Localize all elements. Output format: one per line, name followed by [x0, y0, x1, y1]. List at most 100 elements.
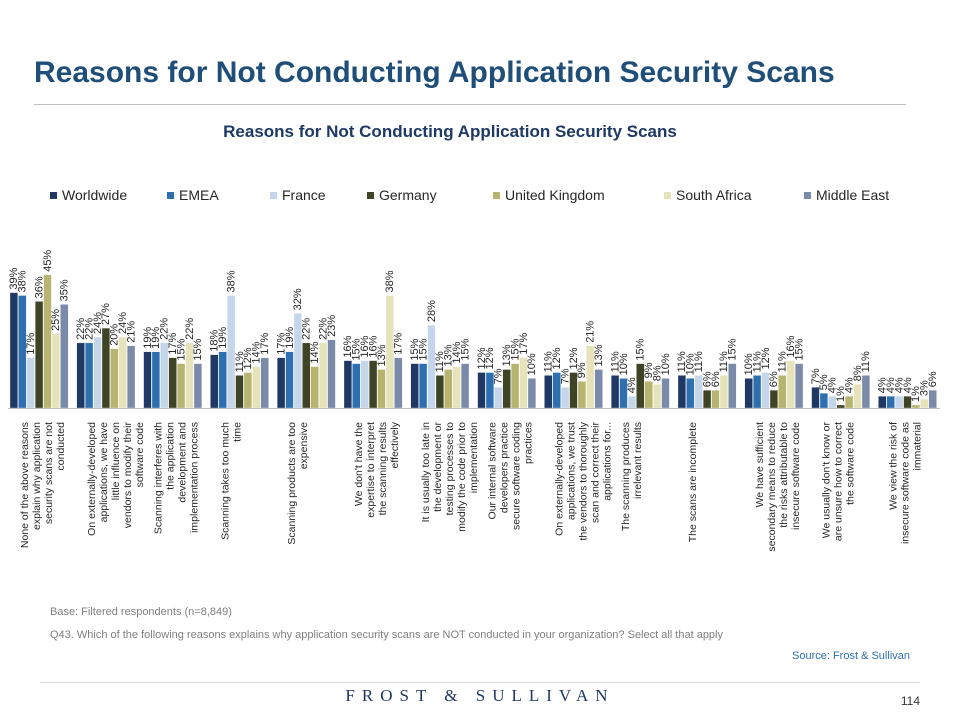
- bar: [703, 390, 712, 409]
- category-label: The scans are incomplete: [687, 422, 699, 542]
- bar: [143, 351, 152, 409]
- bar-value-label: 27%: [100, 303, 112, 325]
- bar: [118, 336, 127, 409]
- bar: [561, 387, 570, 409]
- legend-swatch: [270, 192, 277, 199]
- legend-swatch: [167, 192, 174, 199]
- bar-value-label: 22%: [75, 318, 87, 340]
- bar-value-label: 7%: [559, 368, 571, 384]
- bar: [711, 390, 720, 409]
- title-divider: [34, 104, 906, 105]
- category-label: We view the risk ofinsecure software cod…: [887, 422, 923, 544]
- bar-value-label: 4%: [827, 377, 839, 393]
- bar-value-label: 38%: [17, 270, 29, 292]
- bar: [878, 396, 887, 409]
- bar: [677, 375, 686, 409]
- bar: [452, 366, 461, 409]
- bar-value-label: 15%: [409, 338, 421, 360]
- bar-value-label: 15%: [192, 338, 204, 360]
- bar-value-label: 17%: [25, 332, 37, 354]
- bar-value-label: 16%: [367, 335, 379, 357]
- bar: [235, 375, 244, 409]
- bar-value-label: 20%: [109, 324, 121, 346]
- bar: [477, 372, 486, 409]
- bar-value-label: 19%: [284, 327, 296, 349]
- bar-value-label: 39%: [8, 267, 20, 289]
- bar: [343, 360, 352, 409]
- bar-value-label: 13%: [376, 344, 388, 366]
- chart-value-labels: 39%38%17%36%45%25%35%22%22%24%27%20%24%2…: [8, 250, 939, 402]
- bar-value-label: 11%: [777, 351, 789, 372]
- bar-chart: Reasons for Not Conducting Application S…: [8, 122, 940, 552]
- bar-value-label: 17%: [518, 332, 530, 354]
- bar: [511, 363, 520, 409]
- bar: [611, 375, 620, 409]
- chart-bars: [9, 274, 937, 409]
- bar: [243, 372, 252, 409]
- bar: [218, 351, 227, 409]
- bar-value-label: 1%: [835, 386, 847, 402]
- bar: [51, 333, 60, 409]
- bar: [886, 396, 895, 409]
- bar-value-label: 10%: [660, 353, 672, 375]
- bar-value-label: 17%: [393, 332, 405, 354]
- bar-value-label: 18%: [209, 329, 221, 351]
- bar-value-label: 4%: [843, 377, 855, 393]
- legend-swatch: [367, 192, 374, 199]
- bar-value-label: 11%: [751, 351, 763, 372]
- bar-value-label: 7%: [810, 368, 822, 384]
- bar-value-label: 15%: [417, 338, 429, 360]
- bar-value-label: 11%: [434, 351, 446, 372]
- bar-value-label: 24%: [117, 312, 129, 334]
- bar: [9, 292, 18, 409]
- bar-value-label: 10%: [526, 353, 538, 375]
- bar: [419, 363, 428, 409]
- bar-value-label: 32%: [292, 288, 304, 310]
- bar-value-label: 12%: [242, 347, 254, 369]
- bar: [661, 378, 670, 409]
- bar: [210, 354, 219, 409]
- bar-value-label: 14%: [451, 341, 463, 363]
- chart-title: Reasons for Not Conducting Application S…: [223, 122, 677, 141]
- bar-value-label: 11%: [543, 351, 555, 372]
- bar-value-label: 12%: [551, 347, 563, 369]
- category-label: The scanning producesirrelevant results: [620, 422, 644, 531]
- bar: [327, 339, 336, 409]
- bar: [377, 369, 386, 409]
- bar-value-label: 9%: [576, 362, 588, 378]
- bar-value-label: 22%: [83, 318, 95, 340]
- bar: [26, 357, 35, 409]
- bar-value-label: 15%: [175, 338, 187, 360]
- bar: [352, 363, 361, 409]
- bar: [435, 375, 444, 409]
- bar-value-label: 13%: [501, 344, 513, 366]
- bar: [769, 390, 778, 409]
- category-label: Our internal softwaredevelopers practice…: [487, 422, 535, 530]
- bar-value-label: 38%: [225, 270, 237, 292]
- source-note: Source: Frost & Sullivan: [792, 650, 910, 662]
- bar: [686, 378, 695, 409]
- bar-value-label: 13%: [593, 344, 605, 366]
- bar-value-label: 12%: [568, 347, 580, 369]
- bar-value-label: 17%: [167, 332, 179, 354]
- bar: [277, 357, 286, 409]
- bar-value-label: 21%: [125, 321, 137, 343]
- bar: [177, 363, 186, 409]
- bar-value-label: 16%: [342, 335, 354, 357]
- bar-value-label: 25%: [50, 309, 62, 331]
- category-label: Scanning products are tooexpensive: [286, 422, 310, 545]
- bar: [594, 369, 603, 409]
- bar: [577, 381, 586, 409]
- bar: [285, 351, 294, 409]
- bar-value-label: 8%: [651, 365, 663, 381]
- bar-value-label: 36%: [33, 276, 45, 298]
- bar: [895, 396, 904, 409]
- bar-value-label: 3%: [919, 380, 931, 396]
- bar: [151, 351, 160, 409]
- bar-value-label: 15%: [509, 338, 521, 360]
- bar: [369, 360, 378, 409]
- bar: [168, 357, 177, 409]
- chart-legend: Worldwide EMEA France Germany United Kingdom…: [50, 187, 889, 203]
- bar-value-label: 7%: [493, 368, 505, 384]
- bar-value-label: 6%: [710, 371, 722, 387]
